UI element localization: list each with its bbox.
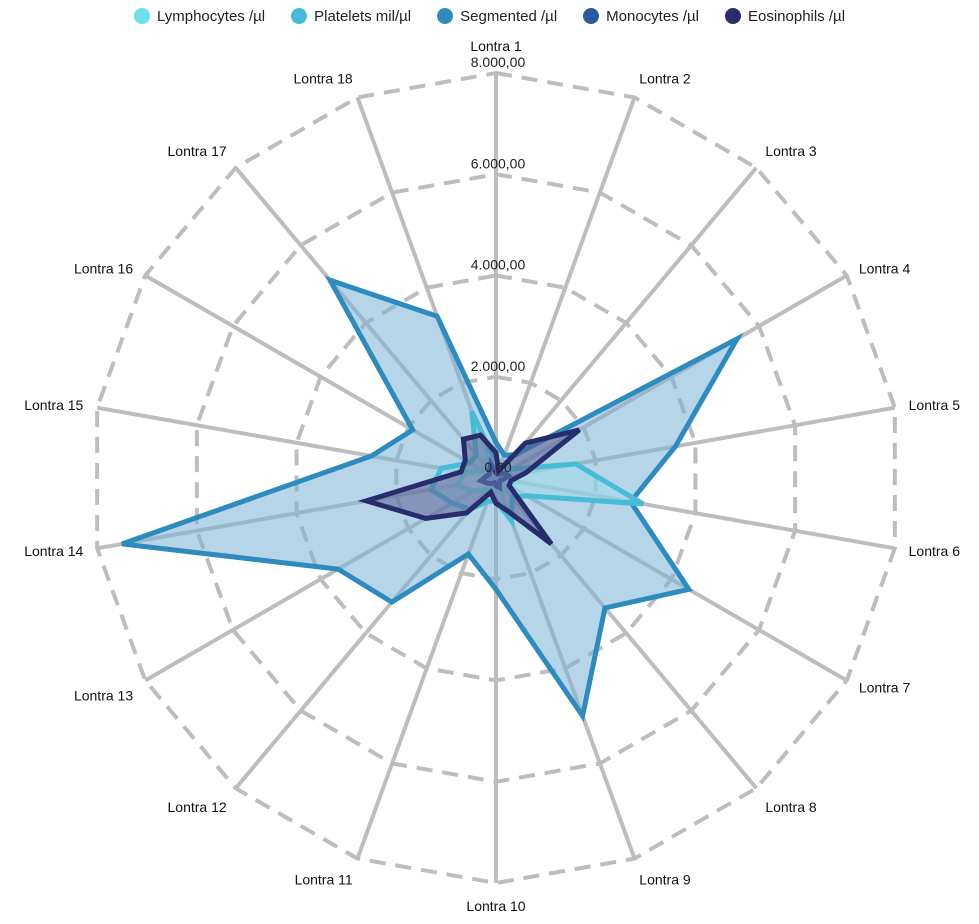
legend-item: Platelets mil/µl: [291, 8, 411, 25]
legend-item: Monocytes /µl: [583, 8, 699, 25]
category-label: Lontra 16: [74, 261, 133, 277]
category-label: Lontra 9: [639, 872, 691, 888]
legend-label: Eosinophils /µl: [748, 7, 846, 25]
spoke-line: [494, 96, 637, 479]
tick-label: 0,00: [484, 459, 511, 475]
category-label: Lontra 10: [466, 898, 525, 914]
tick-label: 8.000,00: [471, 54, 526, 70]
legend-item: Eosinophils /µl: [725, 8, 845, 25]
category-label: Lontra 2: [639, 70, 691, 86]
category-label: Lontra 11: [295, 872, 353, 888]
category-label: Lontra 18: [294, 70, 353, 86]
legend-label: Platelets mil/µl: [314, 7, 412, 25]
legend-swatch: [133, 8, 150, 24]
category-label: Lontra 5: [909, 397, 961, 413]
legend-swatch: [725, 8, 741, 24]
tick-label: 4.000,00: [471, 257, 526, 273]
category-label: Lontra 8: [765, 799, 817, 815]
legend-label: Monocytes /µl: [606, 7, 699, 25]
legend-label: Lymphocytes /µl: [156, 7, 266, 25]
category-label: Lontra 14: [24, 543, 83, 559]
series-group: [121, 275, 744, 723]
category-label: Lontra 12: [168, 799, 227, 815]
legend-item: Lymphocytes /µl: [133, 7, 266, 25]
category-label: Lontra 13: [74, 688, 133, 704]
category-label: Lontra 1: [470, 38, 522, 54]
legend-swatch: [291, 8, 308, 24]
legend: Lymphocytes /µl Platelets mil/µl Segmented…: [0, 4, 979, 28]
category-label: Lontra 6: [909, 543, 961, 559]
legend-swatch: [437, 8, 454, 24]
category-label: Lontra 17: [168, 143, 227, 159]
category-label: Lontra 7: [859, 680, 911, 696]
category-label: Lontra 4: [859, 261, 911, 277]
legend-swatch: [583, 8, 600, 24]
legend-item: Segmented /µl: [437, 8, 557, 25]
series-polygon: [357, 427, 581, 546]
tick-label: 2.000,00: [471, 358, 526, 374]
tick-label: 6.000,00: [471, 155, 526, 171]
legend-label: Segmented /µl: [460, 7, 558, 25]
spoke-line: [494, 166, 758, 480]
category-label: Lontra 3: [765, 143, 817, 159]
category-label: Lontra 15: [24, 397, 83, 413]
